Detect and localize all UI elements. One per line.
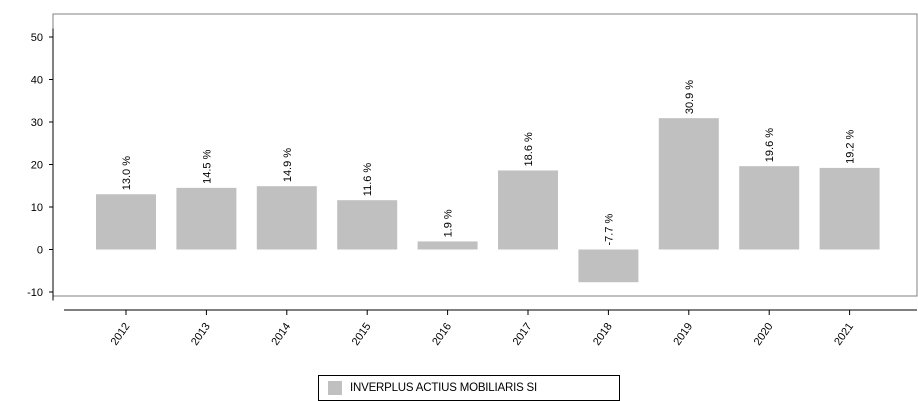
bar-label-2019: 30.9 % bbox=[684, 80, 696, 114]
y-axis: 50 40 30 20 10 0 -10 bbox=[27, 28, 54, 301]
y-tick-label: 40 bbox=[31, 75, 43, 87]
x-tick-label-2017: 2017 bbox=[511, 321, 535, 348]
y-tick-label: 20 bbox=[31, 160, 43, 172]
y-tick-label: -10 bbox=[27, 287, 43, 299]
bar-label-2017: 18.6 % bbox=[523, 132, 535, 166]
x-tick-label-2014: 2014 bbox=[269, 321, 293, 348]
bar-label-2013: 14.5 % bbox=[201, 149, 213, 183]
bar-label-2018: -7.7 % bbox=[603, 213, 615, 245]
x-tick-label-2013: 2013 bbox=[189, 321, 213, 348]
bar-2015 bbox=[337, 200, 398, 250]
bar-label-2015: 11.6 % bbox=[362, 163, 374, 197]
x-tick-label-2016: 2016 bbox=[430, 321, 454, 348]
x-axis: 2012 2013 2014 2015 2016 2017 2018 2019 2020 2021 bbox=[64, 309, 917, 348]
legend-label: INVERPLUS ACTIUS MOBILIARIS SI bbox=[350, 382, 537, 394]
x-tick-label-2021: 2021 bbox=[832, 321, 856, 348]
x-tick-label-2018: 2018 bbox=[591, 321, 615, 348]
x-tick-label-2020: 2020 bbox=[752, 321, 776, 348]
bar-2019 bbox=[658, 118, 719, 250]
bar-2017 bbox=[498, 170, 558, 250]
plot-frame bbox=[52, 13, 918, 297]
legend-swatch bbox=[328, 381, 342, 395]
bars-group bbox=[96, 118, 880, 283]
bar-2013 bbox=[176, 187, 237, 250]
bar-2014 bbox=[256, 186, 317, 250]
x-tick-label-2012: 2012 bbox=[109, 321, 133, 348]
bar-2020 bbox=[739, 166, 800, 250]
y-tick-label: 30 bbox=[31, 117, 43, 129]
bar-2021 bbox=[819, 167, 880, 250]
bar-2012 bbox=[96, 194, 156, 250]
y-tick-label: 50 bbox=[31, 32, 43, 44]
x-tick-label-2015: 2015 bbox=[350, 321, 374, 348]
bar-label-2021: 19.2 % bbox=[845, 129, 857, 163]
y-tick-label: 10 bbox=[31, 202, 43, 214]
bar-2018 bbox=[578, 249, 639, 283]
bar-label-2016: 1.9 % bbox=[443, 209, 455, 237]
bar-label-2020: 19.6 % bbox=[764, 128, 776, 162]
x-tick-label-2019: 2019 bbox=[671, 321, 695, 348]
y-tick-label: 0 bbox=[37, 245, 43, 257]
legend: INVERPLUS ACTIUS MOBILIARIS SI bbox=[318, 375, 620, 401]
bar-labels-group: 13.0 % 14.5 % 14.9 % 11.6 % 1.9 % 18.6 % -7.7 … bbox=[121, 80, 857, 246]
bar-2016 bbox=[417, 241, 478, 250]
bar-label-2014: 14.9 % bbox=[282, 148, 294, 182]
bar-label-2012: 13.0 % bbox=[121, 156, 133, 190]
